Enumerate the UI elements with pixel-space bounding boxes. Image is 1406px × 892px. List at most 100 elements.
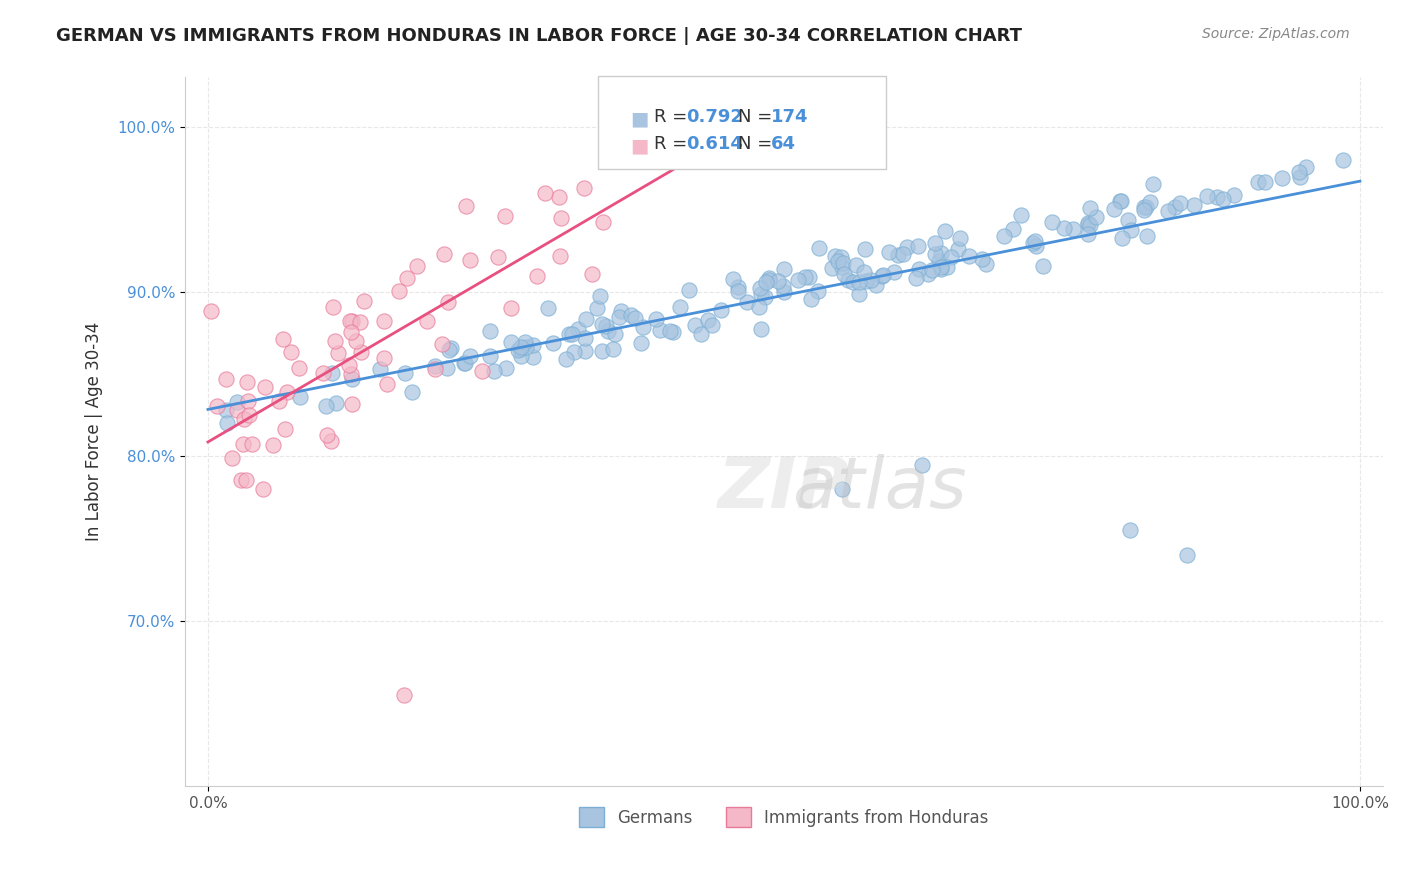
Point <box>388 285 411 299</box>
Text: 64: 64 <box>770 135 796 153</box>
Point <box>267 393 290 408</box>
Point <box>1223 188 1246 202</box>
Point <box>848 286 870 301</box>
Point <box>758 271 780 285</box>
Point <box>831 256 853 270</box>
Point <box>970 252 993 267</box>
Text: 0.614: 0.614 <box>686 135 742 153</box>
Point <box>662 325 685 339</box>
Point <box>721 271 744 285</box>
Point <box>1142 177 1164 191</box>
Point <box>574 181 596 195</box>
Point <box>337 358 360 372</box>
Point <box>974 257 997 271</box>
Point <box>240 436 263 450</box>
Point <box>543 336 565 351</box>
Point <box>339 314 361 328</box>
Point <box>315 427 337 442</box>
Text: 0.792: 0.792 <box>686 108 742 126</box>
Point <box>630 335 652 350</box>
Point <box>353 293 375 308</box>
Point <box>1271 171 1294 186</box>
Point <box>1164 200 1187 214</box>
Point <box>755 276 778 290</box>
Point <box>319 434 342 449</box>
Point <box>832 268 855 282</box>
Point <box>1331 153 1354 167</box>
Point <box>513 334 536 349</box>
Point <box>349 315 371 329</box>
Point <box>1139 195 1161 210</box>
Point <box>555 351 578 366</box>
Point <box>522 338 544 352</box>
Point <box>907 239 929 253</box>
Point <box>508 343 530 358</box>
Point <box>591 344 613 359</box>
Point <box>939 250 962 264</box>
Point <box>821 260 844 275</box>
Point <box>1109 194 1132 209</box>
Point <box>883 265 905 279</box>
Point <box>1077 217 1099 231</box>
Point <box>479 350 502 364</box>
Point <box>921 263 943 277</box>
Point <box>232 436 254 450</box>
Point <box>453 356 475 370</box>
Point <box>1288 164 1310 178</box>
Point <box>536 301 558 316</box>
Point <box>929 262 952 277</box>
Point <box>1182 198 1205 212</box>
Point <box>1040 215 1063 229</box>
Point <box>702 318 724 332</box>
Point <box>1288 169 1310 184</box>
Point <box>589 289 612 303</box>
Point <box>685 318 707 333</box>
Point <box>1119 223 1142 237</box>
Point <box>550 211 572 225</box>
Text: N =: N = <box>738 108 778 126</box>
Point <box>405 259 427 273</box>
Point <box>425 362 447 376</box>
Point <box>509 342 531 356</box>
Point <box>322 300 344 314</box>
Point <box>797 270 820 285</box>
Point <box>377 376 399 391</box>
Point <box>401 384 423 399</box>
Point <box>340 314 363 328</box>
Text: N =: N = <box>738 135 778 153</box>
Point <box>1085 211 1108 225</box>
Text: GERMAN VS IMMIGRANTS FROM HONDURAS IN LABOR FORCE | AGE 30-34 CORRELATION CHART: GERMAN VS IMMIGRANTS FROM HONDURAS IN LA… <box>56 27 1022 45</box>
Point <box>312 366 335 380</box>
Point <box>340 397 363 411</box>
Point <box>430 336 453 351</box>
Point <box>620 308 643 322</box>
Point <box>437 343 460 357</box>
Point <box>800 293 823 307</box>
Point <box>215 417 238 431</box>
Point <box>845 258 868 272</box>
Text: ZIP: ZIP <box>718 454 851 523</box>
Point <box>1080 219 1102 233</box>
Point <box>749 322 772 336</box>
Point <box>226 395 249 409</box>
Point <box>522 351 544 365</box>
Point <box>290 390 312 404</box>
Point <box>274 422 297 436</box>
Point <box>478 324 501 338</box>
Point <box>325 396 347 410</box>
Point <box>567 322 589 336</box>
Point <box>501 301 523 316</box>
Point <box>323 334 346 348</box>
Point <box>1024 234 1046 248</box>
Point <box>494 209 516 223</box>
Point <box>392 688 415 702</box>
Point <box>1010 208 1032 222</box>
Point <box>1197 188 1219 202</box>
Point <box>595 318 617 333</box>
Point <box>276 384 298 399</box>
Point <box>1032 259 1054 273</box>
Point <box>510 340 533 354</box>
Point <box>1133 203 1156 218</box>
Point <box>993 229 1015 244</box>
Point <box>908 262 931 277</box>
